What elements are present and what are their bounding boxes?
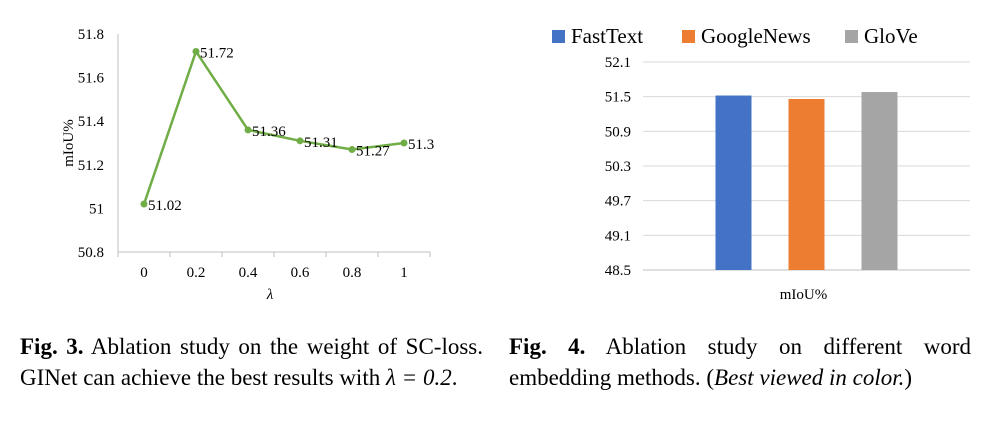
y-tick-label: 51.2	[78, 158, 104, 174]
fig4-caption: Fig. 4. Ablation study on different word…	[509, 331, 971, 393]
y-tick-label: 51	[89, 201, 104, 217]
y-tick-label: 48.5	[605, 263, 631, 279]
data-point	[244, 126, 252, 134]
x-axis-label: λ	[266, 287, 274, 303]
legend-swatch-fasttext	[552, 30, 565, 43]
bar-glove	[861, 92, 898, 271]
x-tick-label: 0.2	[187, 265, 206, 281]
data-label: 51.27	[356, 144, 390, 160]
fig4-caption-label: Fig. 4.	[509, 334, 586, 359]
y-tick-label: 50.9	[605, 124, 631, 140]
fig3-caption: Fig. 3. Ablation study on the weight of …	[20, 331, 483, 393]
data-point	[348, 146, 356, 154]
x-tick-label: 0	[140, 265, 148, 281]
y-tick-label: 50.3	[605, 159, 631, 175]
fig3-caption-end: .	[451, 365, 458, 390]
y-tick-label: 51.6	[78, 71, 105, 87]
bar-googlenews	[788, 98, 825, 270]
data-label: 51.3	[408, 137, 434, 153]
data-label: 51.72	[200, 45, 234, 61]
fig4-caption-text: Ablation study on different word embeddi…	[509, 334, 971, 390]
data-label: 51.31	[304, 135, 338, 151]
fig4-caption-end: )	[904, 365, 913, 390]
legend-label-fasttext: FastText	[571, 24, 643, 48]
fig3-caption-text: Ablation study on the weight of SC-loss.…	[20, 334, 483, 390]
fig3-caption-math: λ = 0.2	[385, 365, 452, 390]
y-tick-label: 51.8	[78, 27, 104, 43]
x-tick-label: 0.6	[291, 265, 310, 281]
data-point	[192, 47, 200, 55]
x-tick-label: 1	[400, 265, 408, 281]
fig4-caption-italic: Best viewed in color.	[714, 365, 905, 390]
x-tick-label: 0.8	[343, 265, 362, 281]
fig4-bar-chart: 48.5 49.1 49.7 50.3 50.9 51.5 52.1 mIoU% FastTex…	[552, 24, 970, 303]
bar-fasttext	[715, 95, 752, 270]
data-point	[296, 137, 304, 145]
y-tick-label: 51.5	[605, 90, 631, 106]
x-tick-label: 0.4	[239, 265, 258, 281]
y-tick-label: 50.8	[78, 245, 104, 261]
legend-label-googlenews: GoogleNews	[701, 24, 811, 48]
data-point	[140, 200, 148, 208]
data-label: 51.36	[252, 124, 286, 140]
y-tick-label: 51.4	[78, 114, 105, 130]
series-line	[142, 50, 405, 205]
y-tick-label: 52.1	[605, 55, 631, 71]
fig3-caption-label: Fig. 3.	[20, 334, 84, 359]
fig3-line-chart: 50.8 51 51.2 51.4 51.6 51.8 0 0.2 0.4 0.6 0.8 1 mIoU…	[61, 27, 434, 303]
legend-swatch-googlenews	[682, 30, 695, 43]
legend-label-glove: GloVe	[864, 24, 918, 48]
y-tick-label: 49.1	[605, 228, 631, 244]
y-tick-label: 49.7	[605, 194, 632, 210]
data-point	[400, 139, 408, 147]
y-axis-label: mIoU%	[61, 119, 77, 167]
legend-swatch-glove	[845, 30, 858, 43]
category-label: mIoU%	[780, 287, 828, 303]
data-label: 51.02	[148, 198, 182, 214]
